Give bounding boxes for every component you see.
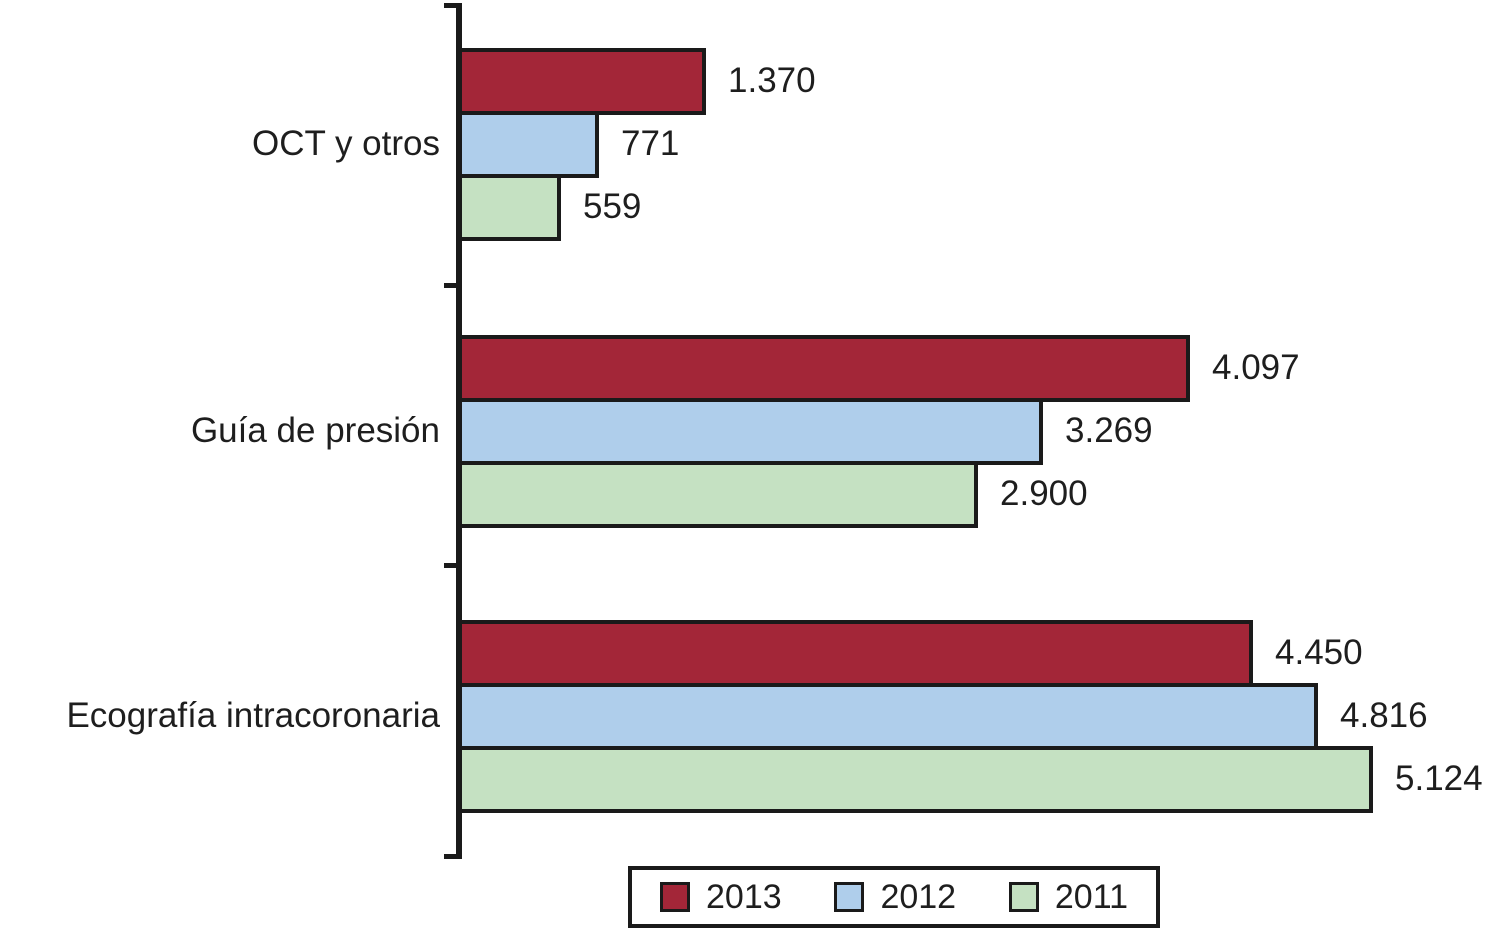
bar-value-label-2013-2: 4.450 — [1275, 633, 1363, 672]
bar-2012-0 — [458, 111, 599, 178]
bar-2011-1 — [458, 461, 978, 528]
bar-2011-0 — [458, 174, 561, 241]
legend-label-2011: 2011 — [1054, 878, 1128, 916]
bar-2013-1 — [458, 335, 1190, 402]
bar-value-label-2012-0: 771 — [621, 124, 680, 163]
y-axis-tick-3 — [444, 854, 458, 859]
bar-2013-2 — [458, 620, 1253, 687]
y-axis-tick-1 — [444, 283, 458, 288]
bar-value-label-2011-2: 5.124 — [1395, 759, 1483, 798]
legend-item-2011: 2011 — [1008, 877, 1128, 917]
legend-label-2012: 2012 — [880, 878, 957, 916]
legend-item-2013: 2013 — [660, 877, 782, 917]
legend-swatch-2012 — [834, 882, 865, 912]
bar-value-label-2013-1: 4.097 — [1212, 348, 1300, 387]
y-axis-tick-0 — [444, 3, 458, 8]
bar-value-label-2013-0: 1.370 — [728, 61, 816, 100]
bar-2011-2 — [458, 746, 1373, 813]
category-label-oct-y-otros: OCT y otros — [251, 124, 440, 163]
bar-value-label-2012-1: 3.269 — [1065, 411, 1153, 450]
bar-value-label-2011-1: 2.900 — [1000, 474, 1088, 513]
category-label-ecografia-intracoronaria: Ecografía intracoronaria — [66, 696, 440, 735]
bar-value-label-2012-2: 4.816 — [1340, 696, 1428, 735]
bar-value-label-2011-0: 559 — [583, 187, 642, 226]
category-label-guia-de-presion: Guía de presión — [190, 411, 440, 450]
legend: 2013 2012 2011 — [628, 866, 1160, 928]
bar-2013-0 — [458, 48, 706, 115]
y-axis-tick-2 — [444, 563, 458, 568]
legend-item-2012: 2012 — [834, 877, 956, 917]
legend-swatch-2011 — [1008, 882, 1039, 912]
bar-2012-2 — [458, 683, 1318, 750]
legend-label-2013: 2013 — [706, 878, 782, 916]
legend-swatch-2013 — [660, 882, 690, 912]
bar-2012-1 — [458, 398, 1043, 465]
